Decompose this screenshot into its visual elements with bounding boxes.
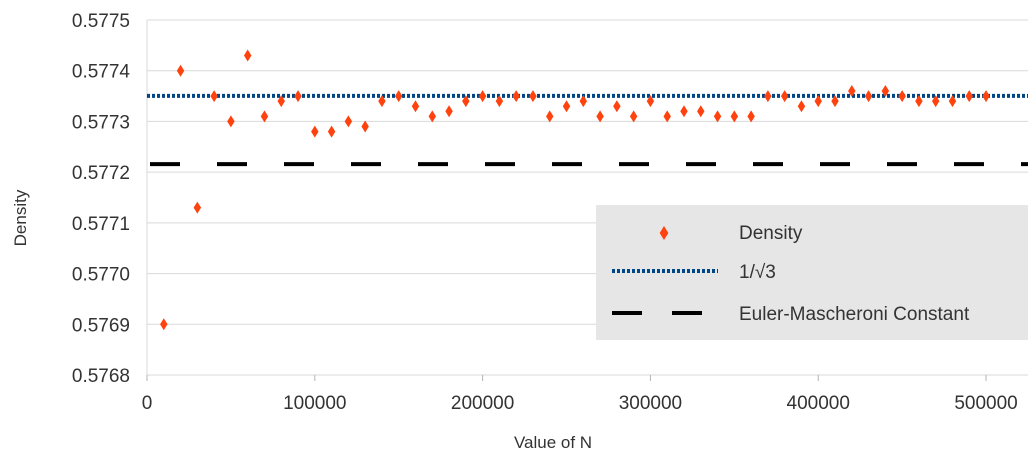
- density-point: [361, 120, 369, 133]
- density-point: [764, 90, 772, 103]
- density-point: [629, 110, 638, 123]
- density-point: [831, 95, 839, 108]
- density-point: [898, 90, 906, 103]
- density-point: [747, 110, 755, 123]
- density-point: [680, 105, 688, 118]
- density-point: [210, 90, 218, 103]
- density-point: [596, 110, 604, 123]
- y-tick-label: 0.5770: [72, 265, 130, 286]
- density-point: [327, 125, 336, 138]
- density-point: [478, 90, 487, 103]
- y-axis-ticks: 0.5768 0.5769 0.5770 0.5771 0.5772 0.5773 0.57…: [72, 11, 131, 387]
- density-point: [378, 95, 386, 108]
- density-point: [529, 90, 537, 103]
- density-point: [931, 95, 940, 108]
- x-tick-label: 100000: [283, 393, 346, 414]
- x-tick-label: 300000: [619, 393, 682, 414]
- y-axis-label: Density: [11, 189, 30, 246]
- density-point: [512, 90, 520, 103]
- density-point: [780, 90, 789, 103]
- density-point: [445, 105, 453, 118]
- legend: Density 1/√3 Euler-Mascheroni Constant: [596, 205, 1028, 340]
- density-point: [697, 105, 705, 118]
- x-tick-label: 200000: [451, 393, 514, 414]
- y-tick-label: 0.5771: [72, 214, 130, 235]
- density-point: [394, 90, 403, 103]
- density-point: [613, 100, 621, 113]
- density-point: [294, 90, 302, 103]
- density-point: [713, 110, 722, 123]
- y-tick-label: 0.5773: [72, 112, 130, 133]
- legend-density-marker: [659, 226, 669, 240]
- density-point: [546, 110, 554, 123]
- density-point: [948, 95, 957, 108]
- density-point: [881, 85, 890, 97]
- density-point: [277, 95, 285, 108]
- density-point: [176, 64, 185, 77]
- density-point: [193, 201, 202, 214]
- density-point: [428, 110, 436, 123]
- y-tick-label: 0.5772: [72, 163, 130, 184]
- legend-density-diamond: [659, 226, 669, 240]
- legend-label-euler-mascheroni: Euler-Mascheroni Constant: [739, 304, 970, 325]
- legend-label-density: Density: [739, 223, 803, 244]
- x-axis-ticks: 0 100000 200000 300000 400000 500000: [142, 375, 1018, 414]
- density-point: [344, 115, 353, 128]
- density-point: [311, 125, 319, 138]
- density-point: [730, 110, 739, 123]
- density-point: [915, 95, 923, 108]
- legend-label-inv-sqrt3: 1/√3: [739, 262, 776, 283]
- x-tick-label: 0: [142, 393, 153, 414]
- y-tick-label: 0.5775: [72, 11, 130, 32]
- density-point: [965, 90, 973, 103]
- density-point: [260, 110, 269, 123]
- x-tick-label: 500000: [954, 393, 1017, 414]
- density-point: [411, 100, 420, 113]
- density-point: [982, 90, 990, 103]
- density-point: [646, 95, 655, 108]
- density-point: [495, 95, 504, 108]
- density-point: [462, 95, 470, 108]
- density-point: [663, 110, 671, 123]
- grid: [146, 19, 1028, 376]
- density-point: [864, 90, 873, 103]
- y-tick-label: 0.5768: [72, 366, 130, 387]
- density-point: [814, 95, 822, 108]
- density-point: [579, 95, 588, 108]
- y-tick-label: 0.5769: [72, 315, 130, 336]
- density-point: [160, 318, 168, 331]
- plot-area: [147, 49, 1028, 331]
- x-tick-label: 400000: [787, 393, 850, 414]
- density-point: [243, 49, 252, 62]
- x-axis-label: Value of N: [514, 433, 592, 452]
- density-point: [848, 85, 856, 97]
- density-point: [562, 100, 571, 113]
- density-point: [797, 100, 806, 113]
- y-tick-label: 0.5774: [72, 62, 131, 83]
- density-point: [227, 115, 235, 128]
